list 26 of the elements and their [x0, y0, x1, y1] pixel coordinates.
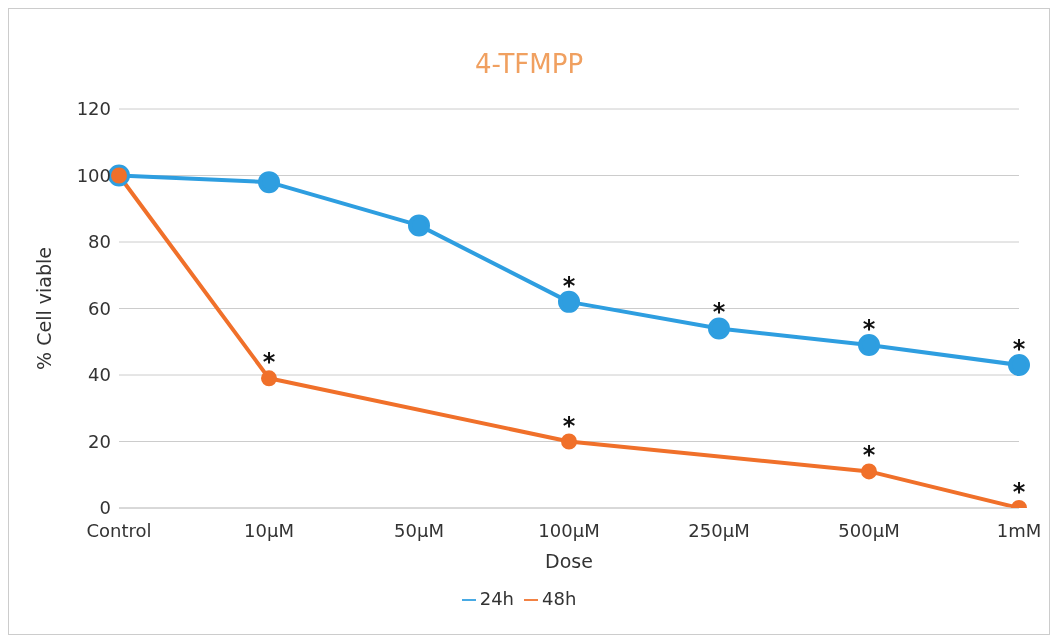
x-axis-title: Dose: [545, 550, 593, 572]
annotation: *: [862, 315, 876, 344]
y-tick-label: 20: [88, 430, 111, 452]
x-tick-label: 250µM: [688, 519, 750, 541]
annotation: *: [262, 348, 276, 377]
chart-title: 4-TFMPP: [473, 49, 585, 79]
x-tick-label: 100µM: [538, 519, 600, 541]
legend-label: 24h: [479, 588, 514, 609]
annotation: *: [1012, 335, 1026, 364]
y-tick-label: 40: [88, 364, 111, 386]
legend-label: 48h: [542, 588, 577, 609]
x-tick-label: 1mM: [996, 519, 1042, 541]
y-tick-label: 120: [76, 98, 111, 120]
y-tick-label: 0: [99, 497, 111, 519]
y-tick-label: 60: [88, 297, 111, 319]
x-tick-label: 10µM: [244, 519, 294, 541]
annotation: *: [562, 411, 576, 440]
y-tick-label: 80: [88, 231, 111, 253]
x-tick-label: 500µM: [838, 519, 900, 541]
y-axis-title: % Cell viable: [32, 247, 55, 370]
annotation: *: [562, 271, 576, 300]
x-tick-label: 50µM: [394, 519, 444, 541]
annotation: *: [862, 441, 876, 470]
annotation: *: [712, 298, 726, 327]
annotation: *: [1012, 478, 1026, 506]
x-tick-label: Control: [86, 519, 152, 541]
